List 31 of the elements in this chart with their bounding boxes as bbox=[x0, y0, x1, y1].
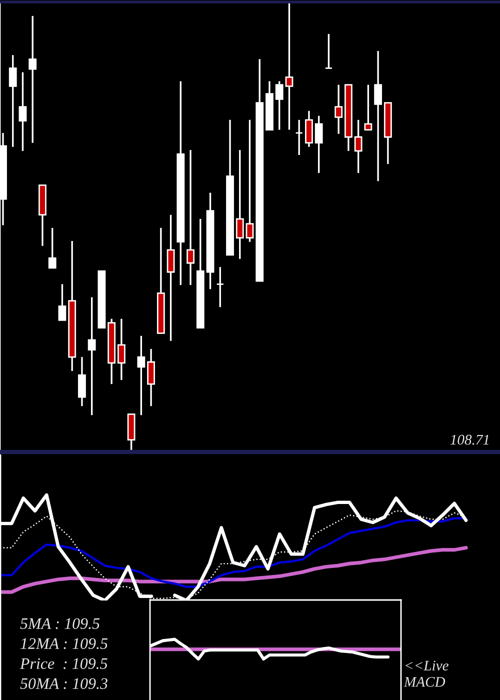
text: 50MA : 109.3 bbox=[20, 678, 108, 690]
candlestick bbox=[246, 119, 254, 243]
candlestick bbox=[147, 348, 155, 407]
candlestick bbox=[58, 283, 66, 321]
candlestick bbox=[48, 227, 56, 269]
candlestick bbox=[324, 33, 333, 69]
candlestick bbox=[166, 214, 175, 342]
text: 108.71 bbox=[450, 434, 488, 445]
candlestick bbox=[285, 2, 294, 131]
candlestick bbox=[295, 119, 304, 156]
candlestick bbox=[137, 335, 146, 416]
candlestick bbox=[117, 318, 126, 381]
text: 5MA : 109.5 bbox=[20, 618, 100, 630]
candlestick bbox=[88, 296, 96, 416]
candlestick bbox=[78, 356, 86, 407]
text: Price : 109.5 bbox=[20, 658, 108, 670]
candlestick bbox=[354, 119, 362, 174]
candlestick bbox=[374, 50, 382, 182]
candlestick bbox=[216, 266, 224, 308]
text: 12MA : 109.5 bbox=[20, 638, 108, 650]
candlestick bbox=[334, 84, 343, 135]
candlestick bbox=[28, 15, 37, 144]
candlestick bbox=[8, 54, 17, 148]
candlestick bbox=[305, 110, 313, 148]
candlestick bbox=[314, 115, 323, 174]
candlestick bbox=[186, 149, 194, 286]
candlestick bbox=[364, 84, 372, 131]
candlestick bbox=[275, 80, 284, 131]
candlestick bbox=[18, 71, 27, 152]
text: <<Live MACD bbox=[404, 660, 448, 687]
candlestick bbox=[236, 149, 244, 260]
